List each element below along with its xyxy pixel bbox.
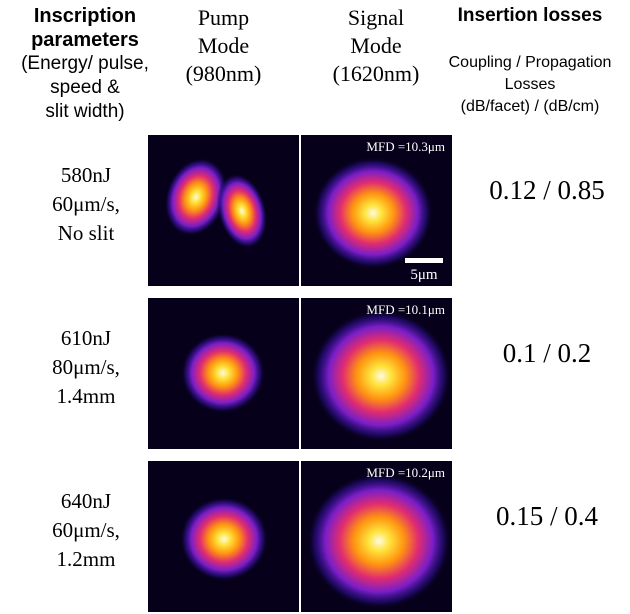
- header-text: Losses: [504, 76, 556, 93]
- header-text: speed &: [50, 77, 120, 98]
- header-text: Signal: [347, 5, 405, 30]
- scale-bar-label: 5μm: [410, 267, 438, 283]
- param-text: 640nJ: [60, 489, 112, 513]
- mfd-label: MFD =10.3μm: [366, 139, 445, 154]
- signal-mode-image: MFD =10.3μm 5μm: [301, 135, 452, 286]
- param-text: 60μm/s,: [52, 518, 120, 542]
- header-text: Pump: [197, 5, 250, 30]
- header-params: Inscription parameters (Energy/ pulse, s…: [0, 4, 170, 124]
- header-text: slit width): [45, 101, 125, 122]
- row-params: 640nJ 60μm/s, 1.2mm: [12, 487, 160, 574]
- header-text: (980nm): [185, 61, 262, 86]
- header-text: Insertion losses: [457, 5, 603, 26]
- param-text: 80μm/s,: [52, 355, 120, 379]
- header-text: Coupling / Propagation: [448, 54, 612, 71]
- param-text: 60μm/s,: [52, 192, 120, 216]
- mfd-label: MFD =10.2μm: [366, 465, 445, 480]
- mode-profile: [313, 157, 433, 269]
- row-losses: 0.1 / 0.2: [502, 338, 592, 368]
- header-text: Mode: [350, 33, 402, 58]
- scale-bar: [405, 258, 443, 263]
- row-params: 580nJ 60μm/s, No slit: [12, 161, 160, 248]
- mfd-label: MFD =10.1μm: [366, 302, 445, 317]
- signal-mode-image: MFD =10.2μm: [301, 461, 452, 612]
- header-text: (Energy/ pulse,: [21, 53, 149, 74]
- row-losses: 0.15 / 0.4: [495, 501, 598, 531]
- signal-mode-image: MFD =10.1μm: [301, 298, 452, 449]
- header-text: Mode: [197, 33, 250, 58]
- param-text: 1.2mm: [56, 547, 116, 571]
- header-losses: Insertion losses Coupling / Propagation …: [430, 2, 630, 118]
- header-text: (dB/facet) / (dB/cm): [460, 98, 600, 115]
- mode-profile: [216, 173, 268, 249]
- row-losses: 0.12 / 0.85: [489, 175, 605, 205]
- pump-mode-image: [148, 298, 299, 449]
- param-text: 610nJ: [60, 326, 112, 350]
- header-signal: Signal Mode (1620nm): [296, 4, 456, 88]
- mode-profile: [164, 158, 228, 236]
- mode-profile: [181, 333, 265, 413]
- param-text: No slit: [57, 221, 115, 245]
- param-text: 1.4mm: [56, 384, 116, 408]
- mode-profile: [311, 310, 451, 442]
- header-text: Inscription: [33, 5, 137, 27]
- mode-profile: [180, 497, 268, 581]
- mode-profile: [307, 473, 451, 609]
- row-params: 610nJ 80μm/s, 1.4mm: [12, 324, 160, 411]
- param-text: 580nJ: [60, 163, 112, 187]
- header-text: parameters: [31, 29, 139, 51]
- header-pump: Pump Mode (980nm): [148, 4, 299, 88]
- pump-mode-image: [148, 135, 299, 286]
- pump-mode-image: [148, 461, 299, 612]
- header-text: (1620nm): [332, 61, 420, 86]
